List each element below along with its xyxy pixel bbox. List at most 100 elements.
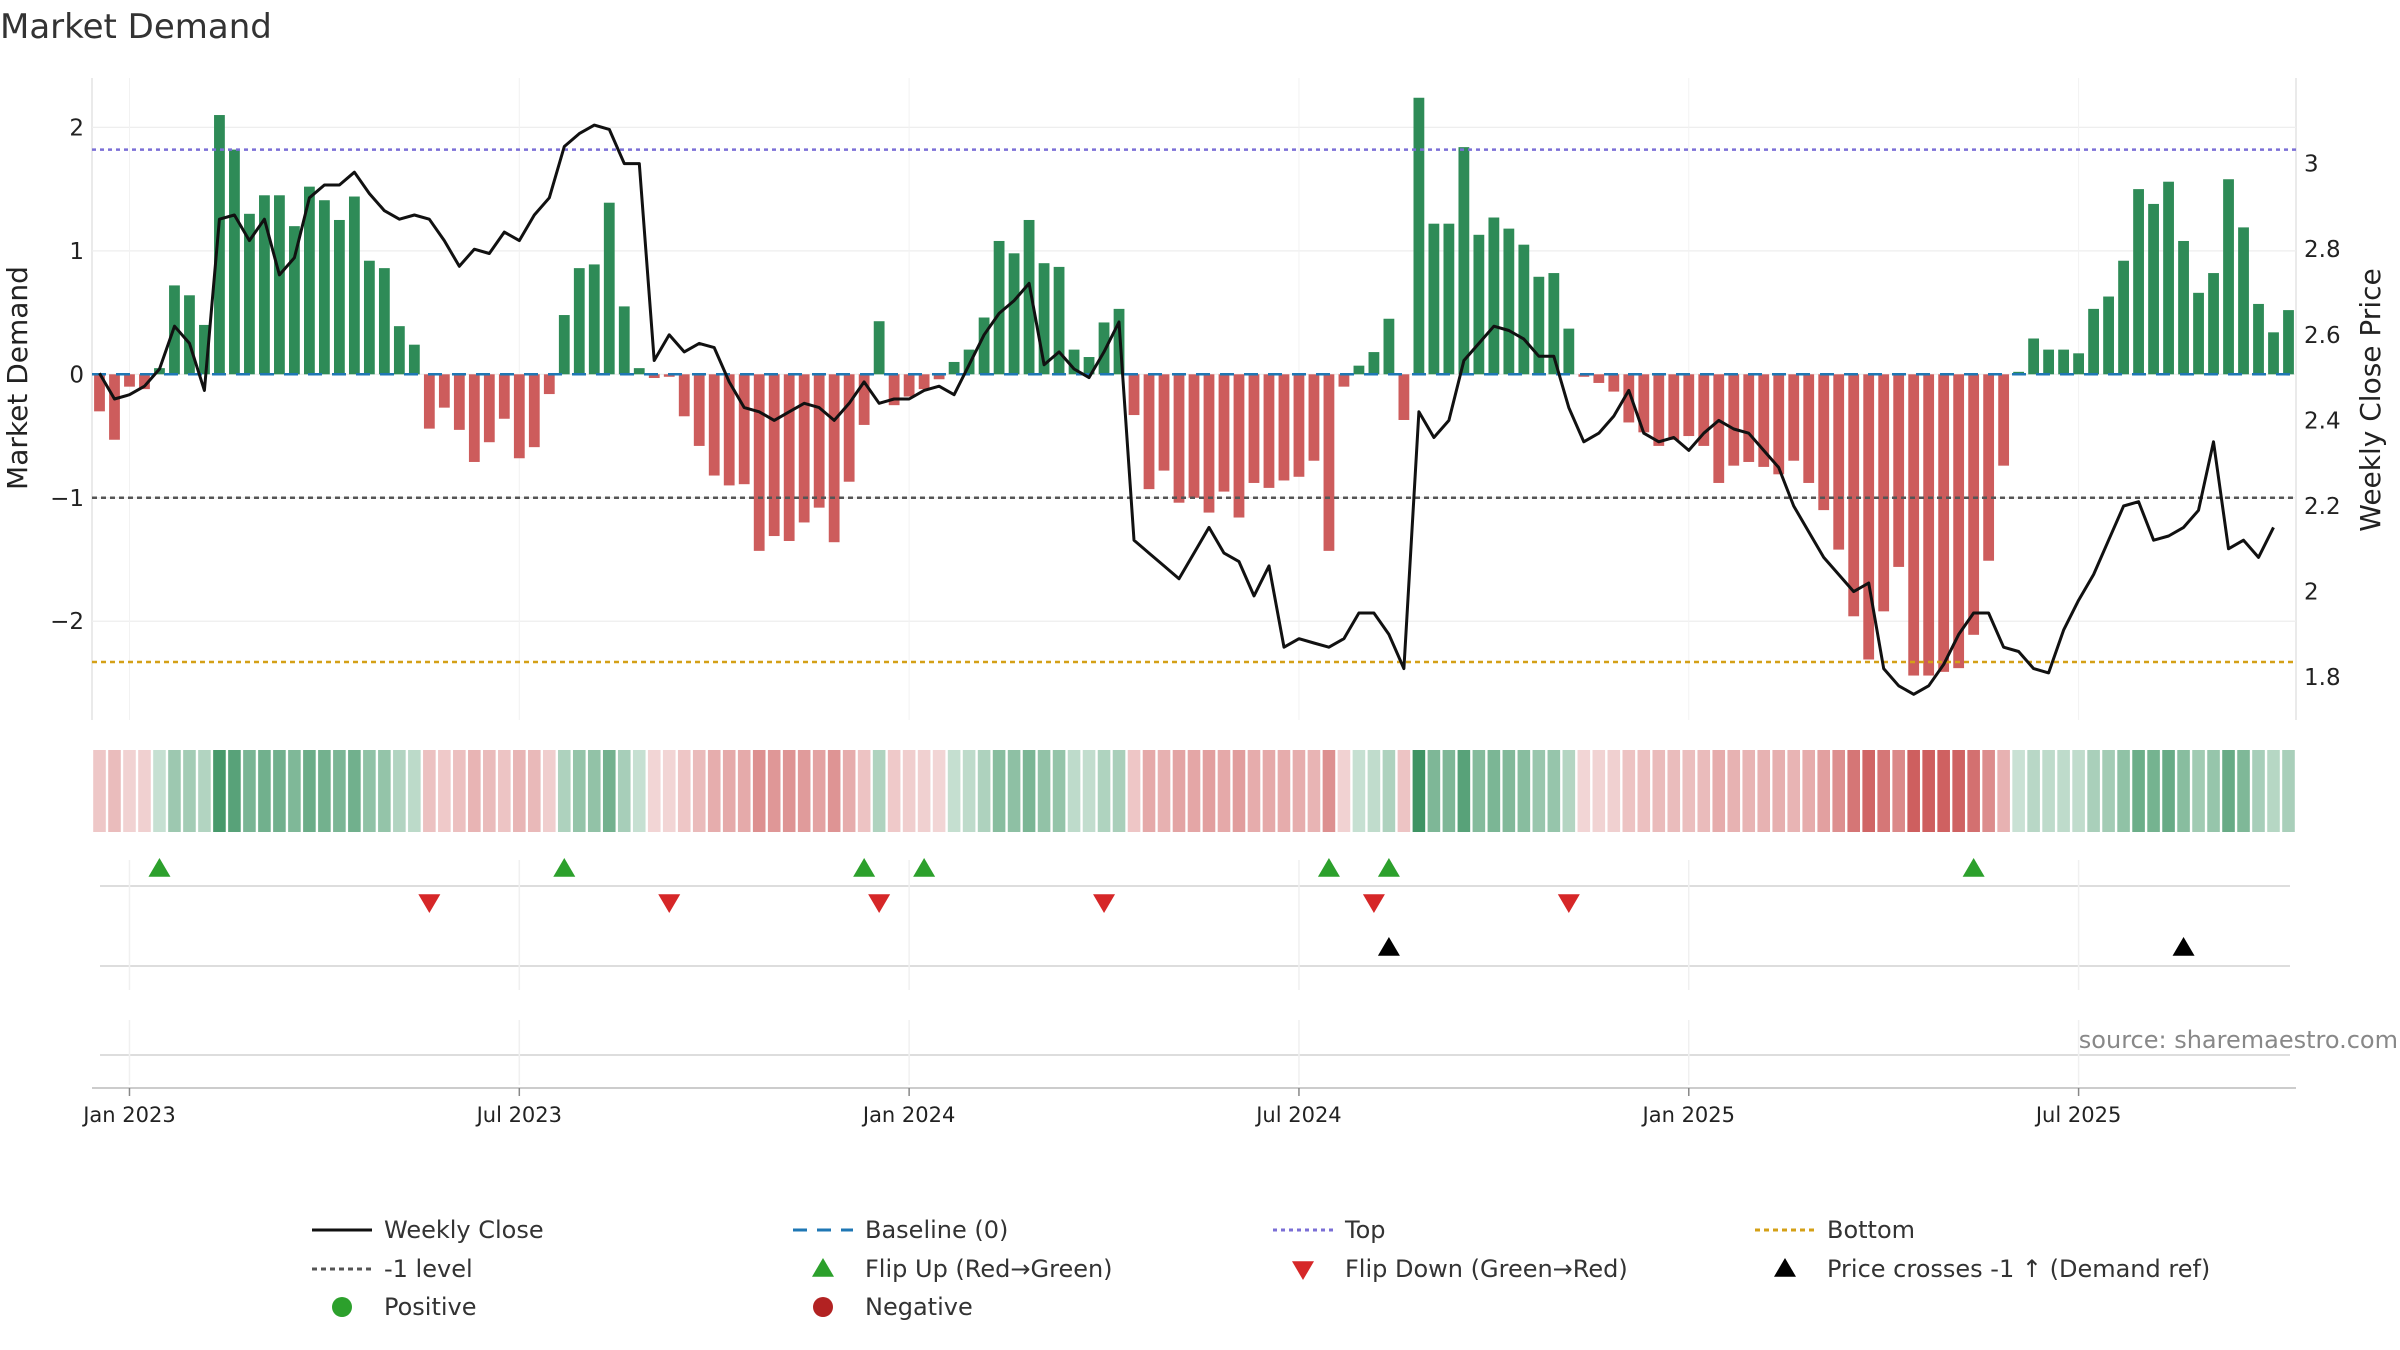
demand-bar-negative	[1968, 374, 1980, 635]
heat-strip-cell	[1052, 750, 1066, 832]
legend-label: Baseline (0)	[865, 1216, 1008, 1244]
demand-bar-positive	[603, 202, 615, 375]
demand-bar-negative	[1953, 374, 1965, 669]
heat-strip-cell	[1607, 750, 1621, 832]
right-tick-label: 2.2	[2304, 494, 2341, 520]
demand-bar-negative	[1773, 374, 1785, 475]
demand-bar-positive	[873, 321, 885, 375]
heat-strip-cell	[1622, 750, 1636, 832]
heat-strip-cell	[1322, 750, 1336, 832]
demand-bar-positive	[993, 240, 1005, 375]
heat-strip-cell	[557, 750, 571, 832]
demand-bar-positive	[2163, 181, 2174, 375]
heat-strip-cell	[872, 750, 886, 832]
heat-strip-cell	[1697, 750, 1711, 832]
demand-bar-positive	[1488, 217, 1500, 375]
heat-strip-cell	[123, 750, 136, 832]
demand-bar-positive	[1503, 228, 1515, 375]
heat-strip-cell	[1082, 750, 1096, 832]
heat-strip-cell	[1532, 750, 1546, 832]
heat-strip-cell	[453, 750, 466, 832]
demand-bar-negative	[648, 374, 660, 379]
demand-bar-negative	[1143, 374, 1155, 490]
demand-bar-negative	[1308, 374, 1320, 461]
demand-bar-positive	[363, 260, 375, 375]
heat-strip-cell	[1682, 750, 1696, 832]
demand-bar-negative	[1128, 374, 1140, 416]
demand-bar-positive	[1458, 147, 1470, 375]
demand-bar-negative	[1323, 374, 1335, 551]
left-tick-label: −2	[50, 609, 84, 635]
heat-strip-cell	[1787, 750, 1801, 832]
demand-bar-negative	[1758, 374, 1770, 467]
demand-bar-negative	[1923, 374, 1935, 676]
price-cross-marker	[1377, 937, 1400, 956]
demand-bar-positive	[1428, 223, 1440, 375]
heat-strip-cell	[1097, 750, 1111, 832]
demand-bar-positive	[1038, 263, 1050, 375]
heat-strip-cell	[2207, 750, 2220, 832]
heat-strip-cell	[1172, 750, 1186, 832]
heat-strip-cell	[318, 750, 331, 832]
heat-strip-cell	[2162, 750, 2175, 832]
demand-bar-positive	[333, 219, 345, 375]
demand-bar-negative	[1593, 374, 1605, 383]
flip-up-marker	[853, 858, 876, 877]
heat-strip-cell	[498, 750, 511, 832]
heat-strip-cell	[1112, 750, 1126, 832]
heat-strip-cell	[1412, 750, 1426, 832]
demand-bar-negative	[1743, 374, 1755, 462]
left-tick-label: 2	[69, 115, 84, 141]
source-label: source: sharemaestro.com	[2079, 1026, 2398, 1054]
demand-bar-negative	[513, 374, 525, 459]
heat-strip-cell	[782, 750, 796, 832]
heat-strip-cell	[468, 750, 481, 832]
heat-strip-cell	[108, 750, 121, 832]
demand-bar-negative	[798, 374, 810, 523]
flip-down-marker	[868, 894, 891, 913]
demand-bar-negative	[1653, 374, 1665, 446]
demand-bar-negative	[723, 374, 735, 486]
heat-strip-cell	[363, 750, 376, 832]
demand-bar-positive	[304, 186, 315, 375]
demand-bar-negative	[1938, 374, 1950, 672]
right-tick-label: 2	[2304, 580, 2319, 606]
heat-strip-cell	[542, 750, 556, 832]
demand-bar-positive	[1368, 352, 1380, 375]
demand-bar-negative	[109, 374, 120, 440]
heat-strip-cell	[1202, 750, 1216, 832]
heat-strip-cell	[1007, 750, 1021, 832]
right-tick-label: 3	[2304, 152, 2319, 178]
flip-down-marker	[658, 894, 681, 913]
demand-bar-positive	[978, 317, 990, 375]
heat-strip-cell	[1997, 750, 2010, 832]
heat-strip-cell	[2237, 750, 2250, 832]
demand-bar-negative	[843, 374, 855, 482]
heat-strip-cell	[1502, 750, 1516, 832]
demand-bar-negative	[438, 374, 450, 408]
heat-strip-cell	[288, 750, 301, 832]
demand-bar-negative	[1788, 374, 1800, 461]
flip-up-marker	[913, 858, 936, 877]
heat-strip-cell	[183, 750, 196, 832]
demand-bar-negative	[1398, 374, 1410, 420]
demand-bar-negative	[139, 374, 150, 390]
heat-strip-cell	[2192, 750, 2205, 832]
heat-strip-cell	[378, 750, 391, 832]
legend-swatch-dot	[813, 1297, 833, 1317]
demand-bar-positive	[1563, 328, 1575, 375]
demand-bar-positive	[2283, 310, 2294, 375]
heat-strip-cell	[992, 750, 1006, 832]
chart-layer: 2 1 0 −1 −2 3 2.8 2.6 2.4 2.2 2 1.8 Jan 2023 Jul 2023…	[50, 78, 2341, 1321]
x-tick-label: Jan 2024	[861, 1103, 956, 1127]
demand-bar-negative	[94, 374, 105, 412]
demand-bar-negative	[1998, 374, 2010, 466]
right-tick-label: 2.4	[2304, 408, 2341, 434]
demand-bar-positive	[1008, 253, 1020, 375]
heat-strip-cell	[93, 750, 106, 832]
demand-bar-negative	[1203, 374, 1215, 513]
heat-strip-cell	[602, 750, 616, 832]
demand-bar-negative	[1878, 374, 1890, 612]
demand-bar-positive	[274, 195, 285, 375]
